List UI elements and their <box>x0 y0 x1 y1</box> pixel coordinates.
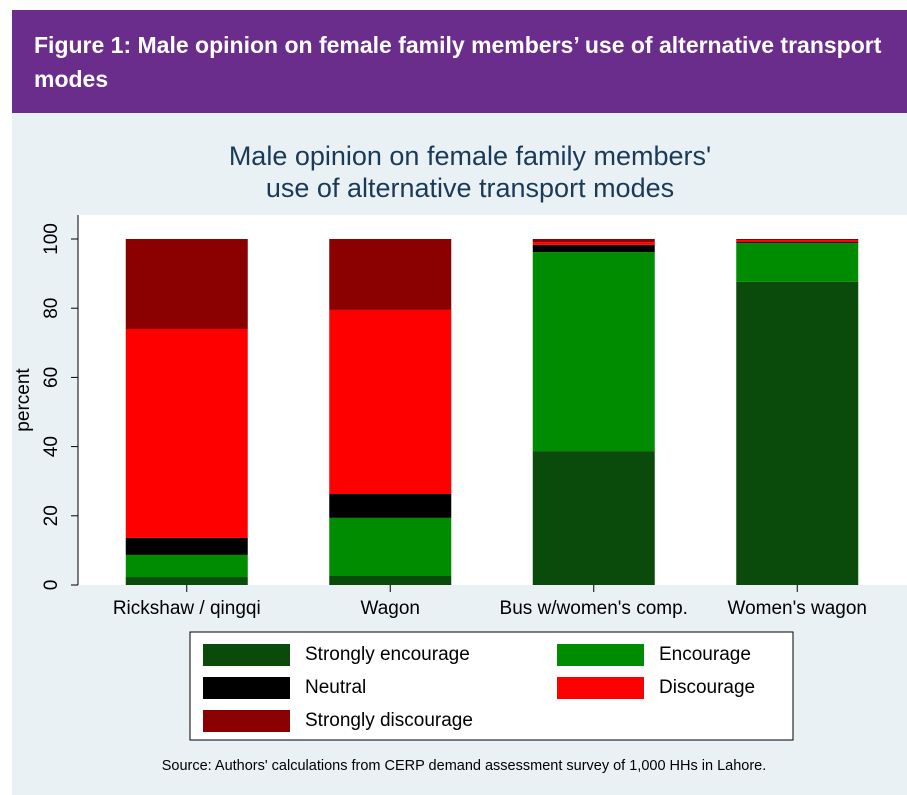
y-tick-label: 80 <box>41 298 62 319</box>
bar-segment <box>736 281 859 585</box>
bar-segment <box>329 576 452 585</box>
legend-swatch <box>203 677 290 699</box>
bar-segment <box>329 239 452 310</box>
source: Source: Authors' calculations from CERP … <box>162 758 767 774</box>
y-tick-label: 40 <box>41 436 62 457</box>
legend-swatch <box>203 710 290 732</box>
bar-segment <box>125 577 248 585</box>
bar-segment <box>329 494 452 518</box>
legend-label: Strongly encourage <box>305 644 470 665</box>
y-tick-label: 0 <box>41 580 62 591</box>
y-axis-label: percent <box>13 368 34 432</box>
x-tick-label: Women's wagon <box>727 598 867 619</box>
bar-segment <box>532 242 655 245</box>
bar-segment <box>329 309 452 495</box>
x-tick-label: Bus w/women's comp. <box>500 598 688 619</box>
legend-swatch <box>557 644 644 666</box>
legend-swatch <box>557 677 644 699</box>
legend-label: Encourage <box>659 644 751 665</box>
y-tick-label: 100 <box>41 223 62 255</box>
bar-segment <box>532 451 655 585</box>
bar-segment <box>736 242 859 244</box>
bar-segment <box>125 239 248 329</box>
bar-segment <box>329 517 452 577</box>
bar-segment <box>736 240 859 243</box>
chart-title: use of alternative transport modes <box>266 173 674 203</box>
bar-segment <box>736 243 859 282</box>
bar-segment <box>532 244 655 253</box>
bar-segment <box>125 328 248 538</box>
bar-segment <box>736 239 859 241</box>
legend-label: Strongly discourage <box>305 710 473 731</box>
chart-title: Male opinion on female family members' <box>229 141 711 171</box>
x-tick-label: Wagon <box>361 598 421 619</box>
y-tick-label: 60 <box>41 367 62 388</box>
x-tick-label: Rickshaw / qingqi <box>113 598 261 619</box>
bar-segment <box>125 537 248 555</box>
bar-segment <box>532 252 655 452</box>
legend <box>189 631 794 741</box>
bar-segment <box>125 554 248 578</box>
legend-label: Neutral <box>305 677 366 698</box>
header-title: Figure 1: Male opinion on female family … <box>12 10 907 113</box>
bar-segment <box>532 239 655 243</box>
legend-label: Discourage <box>659 677 755 698</box>
y-tick-label: 20 <box>41 505 62 526</box>
legend-swatch <box>203 644 290 666</box>
